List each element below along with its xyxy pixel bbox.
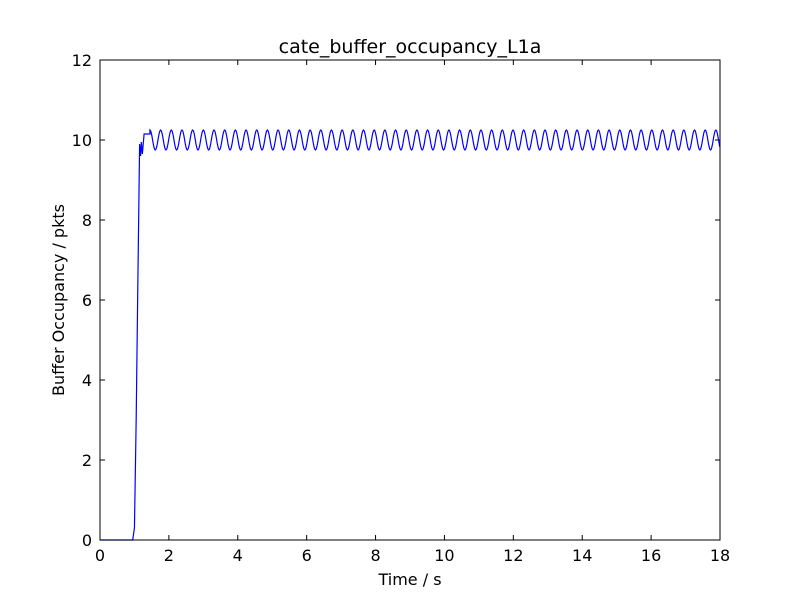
series-line (100, 128, 721, 541)
plot-area-frame (99, 59, 721, 541)
x-tick-label: 18 (710, 546, 730, 565)
y-axis-label: Buffer Occupancy / pkts (49, 204, 68, 396)
y-tick-label: 0 (82, 531, 92, 550)
x-axis-label: Time / s (377, 570, 441, 589)
x-tick-label: 8 (370, 546, 380, 565)
y-tick-label: 4 (82, 371, 92, 390)
x-tick-label: 4 (233, 546, 243, 565)
plot-lines-group (100, 128, 721, 541)
x-tick-label: 14 (572, 546, 592, 565)
ticks-group: 0 2 4 6 8 10 12 14 16 18 0 2 4 6 8 10 12 (72, 51, 731, 565)
chart-title: cate_buffer_occupancy_L1a (279, 36, 542, 58)
x-tick-label: 10 (434, 546, 454, 565)
y-tick-label: 12 (72, 51, 92, 70)
x-tick-label: 6 (302, 546, 312, 565)
x-tick-label: 0 (95, 546, 105, 565)
x-tick-label: 16 (641, 546, 661, 565)
y-tick-label: 8 (82, 211, 92, 230)
y-tick-label: 10 (72, 131, 92, 150)
x-tick-label: 12 (503, 546, 523, 565)
x-tick-label: 2 (164, 546, 174, 565)
y-tick-label: 2 (82, 451, 92, 470)
y-tick-label: 6 (82, 291, 92, 310)
